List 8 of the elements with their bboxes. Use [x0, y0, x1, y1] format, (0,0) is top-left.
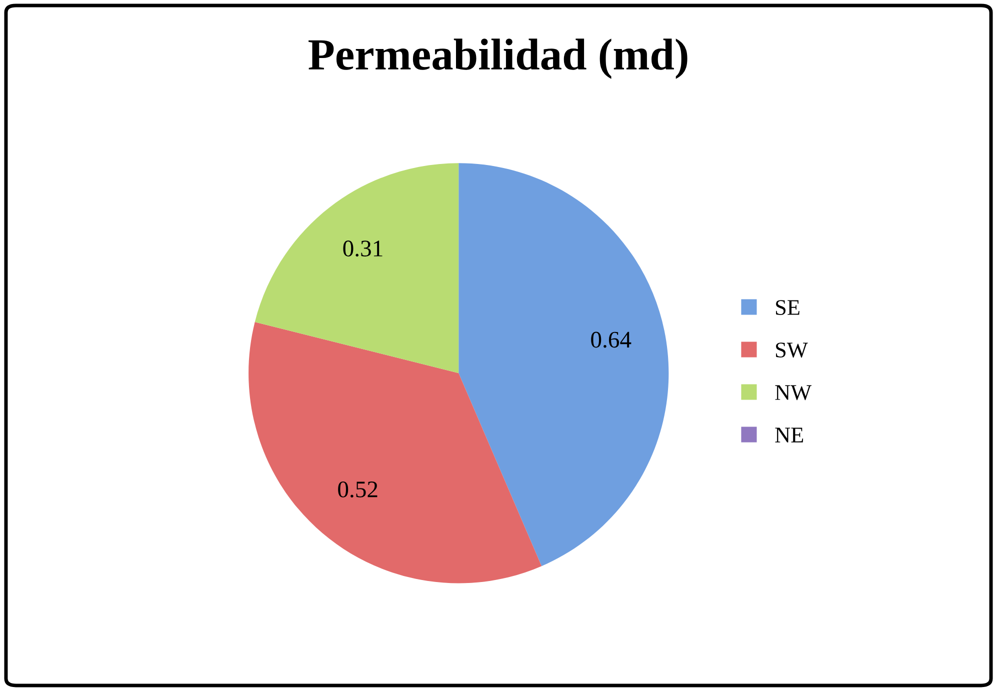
legend-label: SW	[776, 342, 808, 358]
data-label: 0.52	[338, 481, 378, 498]
legend-label: NW	[775, 385, 812, 400]
legend-label: NE	[775, 428, 804, 442]
legend-label: SE	[776, 300, 800, 316]
chart-title: Permeabilidad (md)	[308, 38, 688, 79]
data-label: 0.31	[343, 240, 382, 257]
data-label: 0.64	[591, 332, 632, 348]
